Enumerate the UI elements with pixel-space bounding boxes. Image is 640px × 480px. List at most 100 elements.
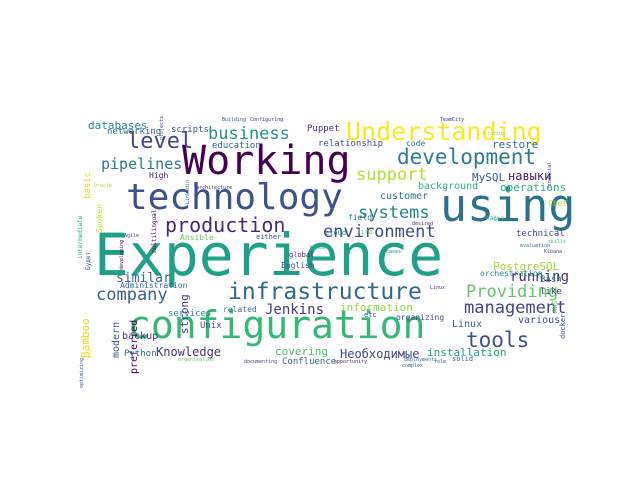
word: Understanding [346,117,542,146]
word: operations [500,181,567,194]
word: deployments [404,357,438,363]
word: environment [323,222,436,242]
word: skills [548,239,567,245]
word: evaluation [520,243,551,249]
word: Python [124,349,157,359]
word: preferred [129,319,140,374]
word: business [208,124,290,144]
word: projects [159,115,165,140]
word: optimizing [79,357,85,388]
word: configuration [128,303,426,347]
word: Oracle [94,183,113,189]
word: English [281,261,315,270]
word: tools [466,328,530,352]
word: Administration [120,281,188,290]
word: Будет [85,251,92,270]
word: technology [126,177,343,218]
word: multilingual [151,209,158,253]
word: databases [88,119,148,132]
word: Kibana [544,249,563,255]
word: Ansible [180,233,214,242]
word: organization [178,357,215,363]
word: orchestration [480,269,543,278]
word: solid [452,355,474,363]
word: Puppet [307,124,340,134]
word: Кафка [486,215,505,222]
word: global [289,251,315,259]
word: similar [116,271,171,286]
word: MySQL [472,171,506,184]
word: cases [386,249,402,255]
word: Working [182,138,351,184]
word: field [348,213,373,222]
word: related [223,305,257,314]
word: architecture [196,185,233,191]
word: organizing [396,313,445,322]
word: company [96,285,168,305]
word: Jenkins [265,302,325,318]
word: wish [87,345,93,358]
word: Jira [356,228,373,236]
word: startup [484,131,506,137]
word: Configuring [250,117,284,123]
word: PostgreSQL [493,260,560,273]
word: relationship [318,139,384,149]
word: Agile [124,233,140,239]
word: management [464,298,567,318]
word: code [406,139,426,148]
word: Chef [548,199,568,208]
word: either [256,233,282,241]
word: using [440,179,576,232]
word: docker [559,313,567,339]
word: infrastructure [228,279,422,305]
word: services [168,309,212,319]
word: Providing [466,282,559,302]
word: education [212,141,261,151]
word: financial [547,161,553,189]
word: various [518,315,561,326]
word: like [540,287,562,297]
word: Необходимые [340,347,420,361]
word: AWS [551,300,559,313]
word: level [127,129,194,154]
word: role [434,359,447,365]
word: customer [380,191,429,202]
word: Linux [430,285,446,291]
word: opportunity [334,359,368,365]
word: pipelines [101,155,183,173]
word: support [356,165,428,185]
word: Unix [200,321,222,331]
word: scripts [171,125,209,135]
word: Spoken [95,204,104,233]
word: backup [122,331,159,342]
word: networking [107,127,162,137]
word: production [165,213,286,237]
word: developing [119,239,125,270]
word: systems [358,203,430,223]
word: intermediate [77,215,84,259]
word: навыки [508,169,552,183]
word: complex [402,363,424,369]
word: Confluence [282,357,337,367]
word: running [510,269,570,285]
word: Linux [452,319,483,330]
word: technical [516,229,565,239]
word: Building [222,117,247,123]
word: High [149,171,169,180]
word: etc [364,311,377,319]
word: covering [275,345,328,358]
word: cloud [325,229,347,237]
word: TeamCity [440,117,465,123]
word: modern [111,321,122,358]
word: restore [492,138,539,151]
word: Experience [94,221,444,289]
word: basic [83,171,93,199]
word: bonus [310,245,326,251]
word: Knowledge [156,345,222,359]
word: Bash [540,275,562,285]
word: installation [427,346,507,359]
word: Linkedin [185,179,191,204]
word: desired [412,221,434,227]
word: information [340,301,413,314]
